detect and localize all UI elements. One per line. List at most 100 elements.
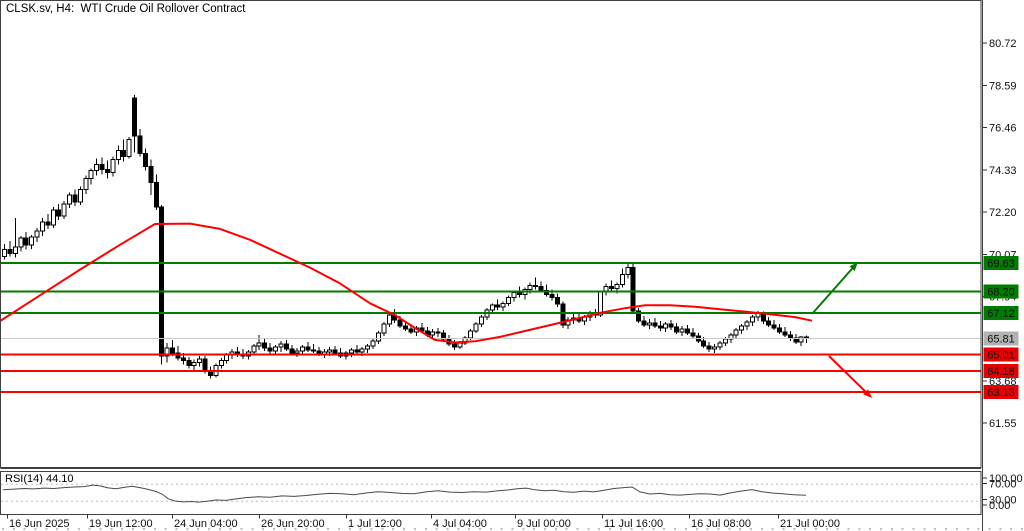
candle [300,344,306,354]
candle [354,344,360,354]
candle [153,174,159,211]
candle [29,234,35,249]
up-trend-arrow[interactable] [811,262,858,315]
candle [148,159,154,196]
candle [142,148,148,171]
time-axis-label: 16 Jun 2025 [9,518,70,530]
panel-borders [0,0,983,531]
candle [332,345,338,355]
candle [365,343,371,353]
candle [446,334,452,346]
candle [468,329,474,340]
candle [381,322,387,336]
moving-average-line [0,222,813,344]
candle [619,268,625,288]
candle [338,347,344,358]
candle [375,331,381,344]
candle [603,283,609,296]
main-chart-border [0,0,982,468]
svg-text:67.12: 67.12 [987,308,1015,320]
down-trend-arrow[interactable] [828,355,872,398]
rsi-scale-label: 30.00 [989,495,1017,507]
price-axis-label: 78.59 [989,80,1017,92]
candle [170,339,176,356]
price-badge: 67.12 [983,305,1019,320]
rsi-scale-label: 100.00 [989,473,1023,485]
candle [798,335,804,346]
rsi-indicator [1,483,981,503]
candle [679,326,685,336]
candle [554,293,560,308]
svg-text:64.18: 64.18 [987,366,1015,378]
price-axis[interactable]: 80.7278.5976.4674.3372.2070.0767.9463.68… [982,38,1023,512]
candle [104,160,110,179]
candle [12,218,18,258]
price-badge: 65.01 [983,347,1019,362]
candle [787,331,793,341]
trend-arrows[interactable] [811,262,872,398]
svg-text:65.01: 65.01 [987,350,1015,362]
candle [99,157,105,175]
candle [533,277,539,290]
candle [565,317,571,330]
price-badge: 64.18 [983,364,1019,379]
time-axis-label: 4 Jul 04:00 [433,518,487,530]
candle [739,324,745,334]
horizontal-level-lines[interactable] [1,262,981,393]
price-badge: 69.63 [983,256,1019,271]
candle [657,321,663,332]
candle [777,324,783,334]
time-axis-label: 16 Jul 08:00 [691,518,751,530]
candle [506,295,512,307]
candle [522,287,528,300]
candle [164,342,170,363]
time-axis-label: 9 Jul 00:00 [517,518,571,530]
candle [23,231,29,250]
candle [310,343,316,353]
candle [717,340,723,350]
candle [50,207,56,228]
candle [652,318,658,329]
svg-text:68.20: 68.20 [987,286,1015,298]
candle [370,338,376,349]
price-axis-label: 80.72 [989,38,1017,50]
candle [34,227,40,242]
time-axis-label: 26 Jun 20:00 [261,518,325,530]
candle [278,340,284,352]
candle [435,328,441,337]
candle [386,313,392,328]
candle [273,344,278,355]
candle [441,330,447,341]
time-axis-label: 11 Jul 16:00 [604,518,663,530]
candle [115,145,121,165]
moving-average-polyline [0,222,813,344]
candle [197,355,203,367]
svg-text:65.81: 65.81 [987,334,1015,346]
candle [749,315,755,327]
candle [191,359,197,371]
candle [262,338,268,351]
candle [61,201,67,220]
candle [728,332,734,343]
time-axis-label: 19 Jun 12:00 [89,518,153,530]
candle [137,128,143,157]
candle [500,301,506,312]
candle [782,327,788,337]
candle [473,322,479,333]
time-axis-label: 21 Jul 00:00 [780,518,840,530]
rsi-scale-label: 0.00 [989,500,1010,512]
candle [625,263,631,279]
candle [126,136,132,159]
candle [45,214,51,229]
candle [321,348,327,358]
time-axis-label: 24 Jun 04:00 [174,518,238,530]
candle [2,243,7,260]
candle [207,366,213,379]
candle [88,168,94,185]
candle [478,315,484,328]
price-axis-label: 74.33 [989,165,1017,177]
time-axis[interactable]: 16 Jun 2025 19 Jun 12:00 24 Jun 04:00 26 Ju… [2,514,1023,531]
candle [684,325,690,335]
